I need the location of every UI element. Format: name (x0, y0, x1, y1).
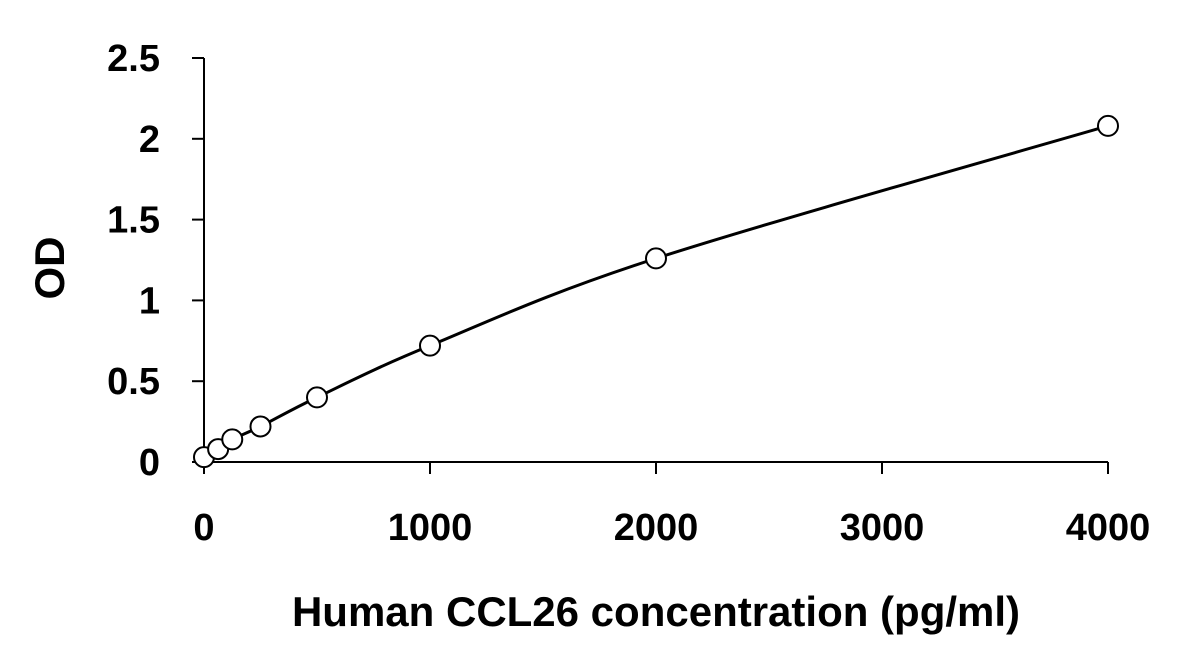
data-point (419, 334, 441, 357)
y-axis-label: OD (26, 237, 73, 300)
data-points (193, 114, 1119, 469)
fit-curve (203, 124, 1109, 459)
data-point (306, 386, 328, 409)
x-tick-label: 1000 (388, 507, 473, 549)
x-axis-label: Human CCL26 concentration (pg/ml) (292, 588, 1020, 635)
y-tick-label: 0.5 (107, 361, 160, 403)
y-tick-label: 0 (139, 442, 160, 484)
x-tick-label: 2000 (614, 507, 699, 549)
x-tick-label: 4000 (1066, 507, 1151, 549)
y-tick-label: 1 (139, 280, 160, 322)
data-point (249, 415, 272, 438)
data-point (1097, 114, 1119, 137)
y-tick-label: 2 (139, 119, 160, 161)
x-axis-ticks: 0 1000 2000 3000 4000 (193, 462, 1150, 549)
fit-curve-group (203, 124, 1109, 459)
data-point (645, 247, 667, 270)
y-tick-label: 2.5 (107, 38, 160, 80)
y-axis-ticks: 0 0.5 1 1.5 2 2.5 (107, 38, 204, 484)
data-point (221, 428, 244, 451)
y-tick-label: 1.5 (107, 200, 160, 242)
x-tick-label: 3000 (840, 507, 925, 549)
x-tick-label: 0 (193, 507, 214, 549)
